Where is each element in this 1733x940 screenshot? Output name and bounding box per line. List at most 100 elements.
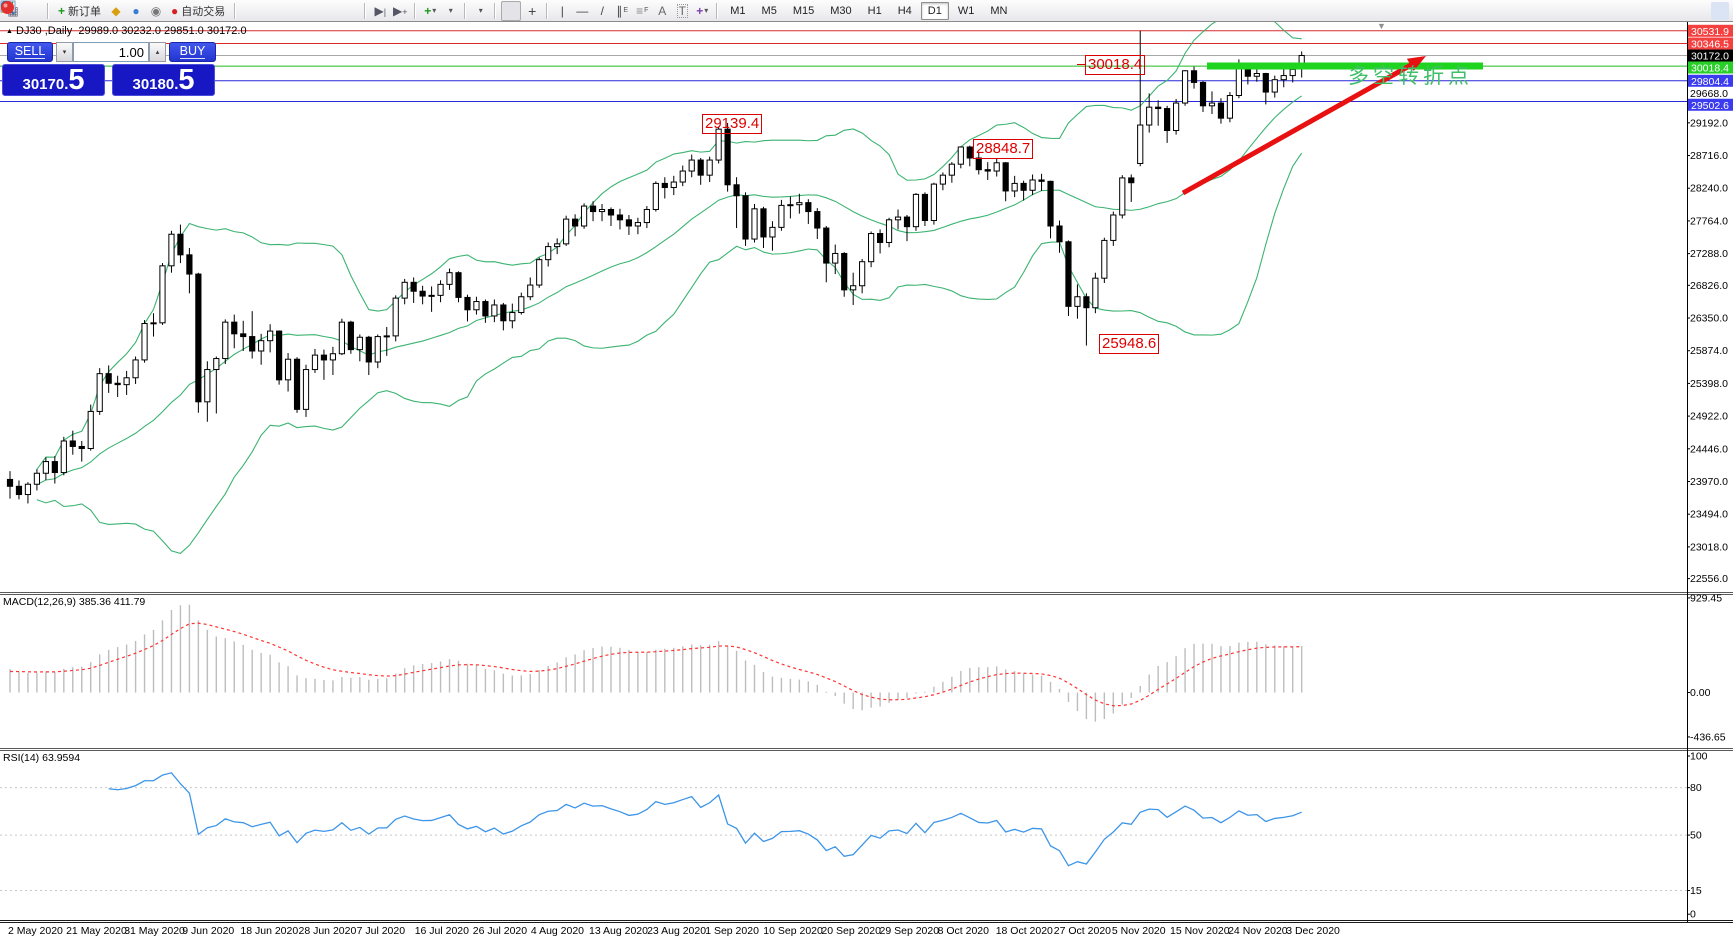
label-tool-icon[interactable]: T bbox=[676, 3, 688, 18]
templates-icon[interactable]: ▾ bbox=[0, 0, 489, 20]
auto-trading-label: 自动交易 bbox=[181, 5, 226, 18]
timeframe-button-m5[interactable]: M5 bbox=[761, 4, 777, 17]
timeframe-button-m1[interactable]: M1 bbox=[730, 4, 746, 17]
svg-text:25874.0: 25874.0 bbox=[1690, 345, 1728, 357]
chart-shift-icon[interactable]: ▶+ bbox=[393, 3, 408, 18]
svg-text:2 May 2020: 2 May 2020 bbox=[8, 925, 63, 937]
chart-title: ▲ DJ30 ,Daily 29989.0 30232.0 29851.0 30… bbox=[6, 25, 247, 37]
macd-label: MACD(12,26,9) 385.36 411.79 bbox=[3, 596, 146, 608]
svg-text:-436.65: -436.65 bbox=[1690, 731, 1726, 743]
svg-text:31 May 2020: 31 May 2020 bbox=[124, 925, 185, 937]
auto-scroll-icon[interactable]: ▶| bbox=[374, 3, 387, 18]
vertical-line-tool-icon[interactable]: | bbox=[560, 3, 564, 18]
svg-text:15 Nov 2020: 15 Nov 2020 bbox=[1170, 925, 1230, 937]
new-order-button[interactable]: + 新订单 bbox=[53, 2, 106, 20]
timeframe-button-w1[interactable]: W1 bbox=[957, 4, 975, 17]
trendline-tool-icon[interactable]: / bbox=[600, 3, 604, 18]
community-icon[interactable]: ● bbox=[132, 3, 140, 18]
price-axis: 29192.0 28716.0 28240.0 27764.0 27288.0 26826… bbox=[1687, 24, 1733, 585]
fibonacci-tool-icon[interactable]: ≡ F bbox=[636, 3, 649, 18]
svg-text:80: 80 bbox=[1690, 782, 1702, 794]
svg-text:0: 0 bbox=[1690, 909, 1696, 921]
svg-text:23494.0: 23494.0 bbox=[1690, 509, 1728, 521]
svg-text:50: 50 bbox=[1690, 830, 1702, 842]
price-callout-label[interactable]: 30018.4 bbox=[1077, 55, 1146, 75]
horizontal-line-tool-icon[interactable]: — bbox=[576, 3, 589, 18]
volume-input[interactable]: 1.00 bbox=[73, 42, 149, 62]
timeframe-button-m15[interactable]: M15 bbox=[792, 4, 815, 17]
svg-text:27 Oct 2020: 27 Oct 2020 bbox=[1054, 925, 1111, 937]
svg-text:29502.6: 29502.6 bbox=[1691, 100, 1729, 112]
svg-text:5 Nov 2020: 5 Nov 2020 bbox=[1112, 925, 1166, 937]
buy-price-display[interactable]: 30180. 5 bbox=[112, 64, 215, 96]
volume-decrease-button[interactable]: ▾ bbox=[56, 42, 73, 62]
svg-text:30018.4: 30018.4 bbox=[1691, 63, 1729, 75]
auto-trading-icon: ● bbox=[171, 3, 179, 18]
svg-text:29804.4: 29804.4 bbox=[1691, 76, 1729, 88]
zoom-out-icon[interactable] bbox=[1, 1, 339, 20]
svg-text:20 Sep 2020: 20 Sep 2020 bbox=[821, 925, 881, 937]
svg-text:8 Oct 2020: 8 Oct 2020 bbox=[938, 925, 990, 937]
search-icon[interactable] bbox=[0, 0, 1709, 20]
timeframe-switcher: M1 M5 M15 M30 H1 H4 D1 W1 MN bbox=[722, 1, 1015, 20]
svg-text:26826.0: 26826.0 bbox=[1690, 280, 1728, 292]
preview-icon[interactable] bbox=[1, 1, 42, 20]
svg-text:27764.0: 27764.0 bbox=[1690, 215, 1728, 227]
period-clock-icon[interactable]: ▾ bbox=[0, 0, 459, 20]
candle-chart-icon[interactable] bbox=[2, 2, 279, 20]
svg-text:18 Jun 2020: 18 Jun 2020 bbox=[240, 925, 298, 937]
timeframe-button-h4[interactable]: H4 bbox=[897, 4, 912, 17]
svg-text:21 May 2020: 21 May 2020 bbox=[66, 925, 127, 937]
svg-text:13 Aug 2020: 13 Aug 2020 bbox=[589, 925, 648, 937]
timeframe-button-mn[interactable]: MN bbox=[990, 4, 1008, 17]
svg-text:0.00: 0.00 bbox=[1690, 687, 1711, 699]
ohlc-values: 29989.0 30232.0 29851.0 30172.0 bbox=[78, 25, 247, 37]
notification-icon[interactable] bbox=[1, 1, 1729, 20]
arrows-tool-icon[interactable]: + ▾ bbox=[696, 3, 709, 18]
svg-text:30172.0: 30172.0 bbox=[1691, 51, 1729, 63]
svg-text:23970.0: 23970.0 bbox=[1690, 476, 1728, 488]
line-chart-icon[interactable] bbox=[1, 2, 299, 20]
zoom-in-icon[interactable] bbox=[1, 1, 319, 20]
buy-button[interactable]: BUY bbox=[169, 42, 216, 62]
add-indicator-icon[interactable]: + ▾ bbox=[424, 3, 437, 18]
new-order-icon: + bbox=[58, 3, 66, 18]
svg-text:29 Sep 2020: 29 Sep 2020 bbox=[880, 925, 940, 937]
svg-text:3 Dec 2020: 3 Dec 2020 bbox=[1286, 925, 1340, 937]
brush-icon[interactable]: ◆ bbox=[111, 3, 121, 18]
svg-text:23 Aug 2020: 23 Aug 2020 bbox=[647, 925, 706, 937]
crosshair-tool-icon[interactable]: + bbox=[528, 2, 537, 19]
price-callout-label[interactable]: 25948.6 bbox=[1099, 334, 1160, 354]
svg-text:15: 15 bbox=[1690, 885, 1702, 897]
svg-text:1 Sep 2020: 1 Sep 2020 bbox=[705, 925, 759, 937]
timeframe-button-m30[interactable]: M30 bbox=[830, 4, 852, 17]
svg-text:100: 100 bbox=[1690, 751, 1708, 763]
timeframe-button-d1[interactable]: D1 bbox=[920, 1, 949, 20]
volume-increase-button[interactable]: ▴ bbox=[149, 42, 166, 62]
tile-windows-icon[interactable] bbox=[1, 1, 359, 20]
signals-icon[interactable]: ◉ bbox=[150, 3, 162, 18]
timeframe-button-h1[interactable]: H1 bbox=[867, 4, 882, 17]
price-callout-label[interactable]: 29139.4 bbox=[702, 114, 763, 134]
auto-trading-button[interactable]: ● 自动交易 bbox=[166, 2, 230, 20]
svg-text:23018.0: 23018.0 bbox=[1690, 541, 1728, 553]
text-tool-icon[interactable]: A bbox=[658, 3, 667, 18]
cursor-tool-icon[interactable] bbox=[3, 0, 522, 21]
price-callout-label[interactable]: 28848.7 bbox=[973, 139, 1034, 159]
svg-text:30531.9: 30531.9 bbox=[1691, 26, 1729, 38]
svg-text:18 Oct 2020: 18 Oct 2020 bbox=[996, 925, 1053, 937]
main-toolbar: ▦ + 新订单 ◆ ● ◉ ● 自动交易 ▶| ▶+ +▾ ▾ ▾ bbox=[0, 0, 1733, 22]
one-click-trading-panel: SELL ▾ 1.00 ▴ BUY 30170. 5 30180. 5 bbox=[2, 42, 218, 96]
bar-chart-icon[interactable] bbox=[2, 2, 259, 20]
svg-text:29668.0: 29668.0 bbox=[1690, 88, 1728, 100]
channel-tool-icon[interactable]: ∥ E bbox=[616, 3, 629, 18]
sell-price-display[interactable]: 30170. 5 bbox=[2, 64, 105, 96]
rsi-pane: 100 80 50 15 0 bbox=[0, 751, 1708, 921]
bollinger-bands bbox=[36, 0, 1303, 554]
svg-text:30346.5: 30346.5 bbox=[1691, 39, 1729, 51]
svg-text:7 Jul 2020: 7 Jul 2020 bbox=[357, 925, 406, 937]
sell-button[interactable]: SELL bbox=[7, 42, 53, 62]
